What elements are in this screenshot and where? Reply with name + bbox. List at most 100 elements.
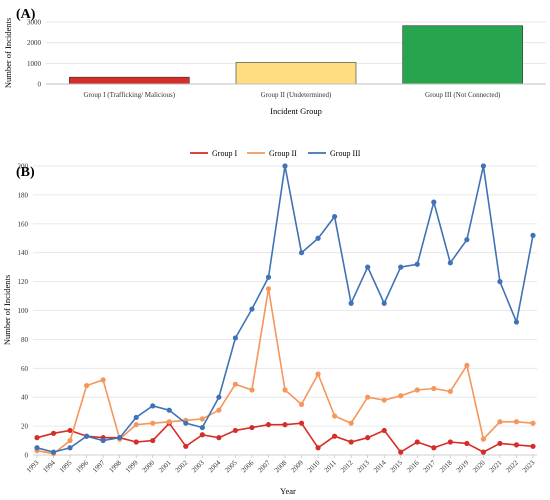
x-tick-label: Group III (Not Connected) — [425, 91, 501, 99]
data-point — [447, 439, 453, 445]
data-point — [199, 424, 205, 431]
data-point — [431, 445, 437, 451]
data-point — [480, 163, 486, 169]
data-point — [166, 407, 172, 413]
y-tick-label: 3000 — [27, 19, 42, 27]
x-tick-label: 2023 — [521, 458, 537, 474]
data-point — [183, 443, 189, 449]
x-tick-label: 2007 — [256, 458, 272, 474]
data-point — [398, 449, 404, 455]
data-point — [298, 401, 305, 408]
x-tick-label: 2001 — [157, 458, 173, 474]
x-tick-label: 2012 — [339, 458, 355, 474]
data-point — [150, 437, 156, 444]
data-point — [381, 300, 387, 306]
data-point — [67, 445, 73, 451]
data-point — [431, 199, 437, 205]
data-point — [365, 394, 371, 400]
data-point — [67, 437, 73, 444]
data-point — [497, 279, 503, 285]
x-tick-label: 1994 — [41, 458, 57, 474]
y-tick-label: 0 — [25, 452, 29, 460]
line-chart-series — [34, 163, 536, 457]
x-tick-label: 1993 — [25, 458, 41, 474]
data-point — [133, 414, 139, 421]
data-point — [365, 435, 371, 441]
series-line — [36, 421, 534, 454]
data-point — [84, 383, 90, 389]
data-point — [232, 335, 238, 341]
x-tick-label: 1996 — [74, 458, 90, 474]
data-point — [332, 413, 338, 419]
data-point — [530, 443, 536, 449]
x-tick-label: 2005 — [223, 458, 239, 474]
incident-group-bar-chart: (A) 0 1000 2000 3000 Group I (Trafficking/ … — [3, 7, 546, 116]
data-point — [530, 420, 536, 426]
data-point — [431, 385, 437, 392]
x-tick-label: 2020 — [471, 458, 487, 474]
x-tick-label: 2010 — [306, 458, 322, 474]
data-point — [199, 416, 205, 422]
data-point — [100, 377, 106, 383]
data-point — [199, 432, 205, 438]
panel-label-b: (B) — [16, 165, 35, 180]
data-point — [513, 319, 520, 325]
data-point — [265, 274, 272, 280]
data-point — [513, 442, 520, 448]
data-point — [84, 433, 90, 439]
y-tick-label: 80 — [21, 336, 29, 344]
y-tick-label: 120 — [18, 278, 29, 286]
data-point — [166, 419, 172, 425]
x-tick-label: 2014 — [372, 458, 388, 474]
x-tick-label: 2009 — [289, 458, 305, 474]
y-tick-label: 100 — [18, 307, 29, 315]
data-point — [150, 420, 156, 426]
x-tick-label: 1997 — [91, 458, 107, 474]
line-chart-y-ticks: 0 20 40 60 80 100 120 140 160 180 200 — [18, 163, 29, 460]
data-point — [414, 439, 420, 445]
data-point — [447, 260, 453, 266]
bar — [402, 25, 523, 85]
x-tick-label: 2018 — [438, 458, 454, 474]
data-point — [282, 387, 288, 393]
data-point — [50, 449, 57, 455]
data-point — [497, 419, 503, 425]
data-point — [315, 445, 321, 451]
x-tick-label: 2006 — [240, 458, 256, 474]
data-point — [414, 261, 420, 267]
line-chart-x-ticks: 1993 1994 1995 1996 1997 1998 1999 2000 2001 2002… — [25, 458, 537, 474]
bar-chart-x-axis-title: Incident Group — [270, 106, 322, 116]
y-tick-label: 160 — [18, 220, 29, 228]
data-point — [348, 300, 354, 306]
legend-label: Group I — [212, 149, 237, 158]
data-point — [348, 439, 354, 445]
data-point — [332, 213, 338, 220]
data-point — [530, 232, 536, 238]
data-point — [365, 264, 371, 270]
x-tick-label: 2004 — [207, 458, 223, 474]
data-point — [497, 440, 503, 447]
data-point — [216, 394, 222, 400]
x-tick-label: 1998 — [108, 458, 124, 474]
x-tick-label: Group II (Undetermined) — [261, 91, 332, 99]
x-tick-label: 1995 — [58, 458, 74, 474]
x-tick-label: 2017 — [422, 458, 438, 474]
series-line — [36, 288, 534, 455]
data-point — [216, 435, 222, 441]
data-point — [265, 286, 272, 292]
y-tick-label: 140 — [18, 249, 29, 257]
data-point — [50, 430, 57, 436]
data-point — [464, 237, 470, 243]
x-tick-label: 2008 — [273, 458, 289, 474]
data-point — [34, 445, 40, 451]
line-chart-y-axis-title: Number of Incidents — [2, 275, 12, 345]
data-point — [133, 422, 139, 428]
legend-label: Group II — [269, 149, 297, 158]
series-group-iii — [34, 163, 536, 455]
data-point — [398, 264, 404, 270]
x-tick-label: 2011 — [323, 458, 339, 474]
data-point — [249, 306, 255, 312]
y-tick-label: 1000 — [27, 60, 42, 68]
data-point — [513, 419, 520, 425]
